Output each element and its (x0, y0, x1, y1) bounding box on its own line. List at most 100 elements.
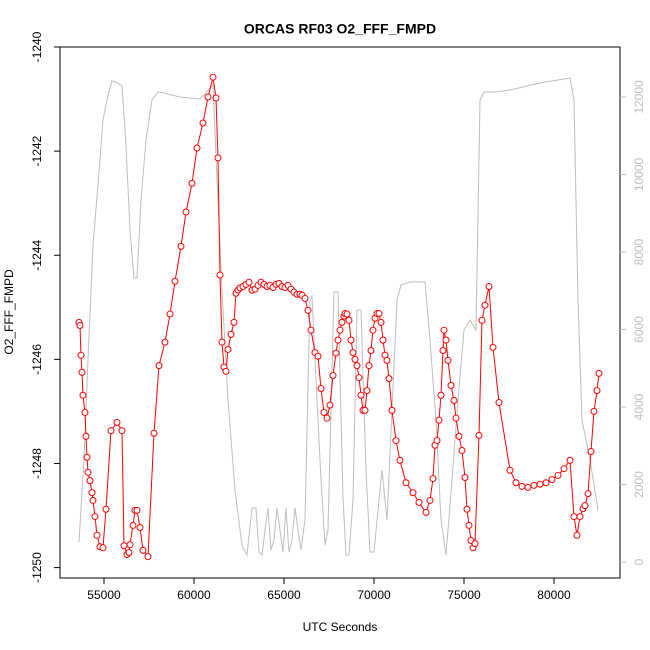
data-point (367, 347, 375, 355)
y-tick-label: -1248 (30, 448, 44, 479)
data-point (375, 310, 383, 318)
data-point (435, 416, 443, 424)
data-point (542, 479, 550, 487)
x-tick-label: 60000 (177, 588, 211, 602)
data-point (455, 432, 463, 440)
data-point (361, 406, 369, 414)
data-point (353, 362, 361, 370)
data-point (166, 310, 174, 318)
data-point (349, 349, 357, 357)
y2-tick-label: 8000 (632, 238, 646, 265)
data-point (212, 94, 220, 102)
data-point (245, 278, 253, 286)
data-point (334, 336, 342, 344)
data-point (377, 318, 385, 326)
y2-tick-label: 0 (632, 558, 646, 565)
data-point (388, 406, 396, 414)
data-point (150, 429, 158, 437)
data-point (193, 144, 201, 152)
data-point (336, 326, 344, 334)
data-point (506, 466, 514, 474)
data-point (573, 531, 581, 539)
data-point (587, 447, 595, 455)
data-point (442, 336, 450, 344)
data-point (118, 427, 126, 435)
data-point (345, 316, 353, 324)
data-point (478, 316, 486, 324)
data-point (489, 343, 497, 351)
data-point (485, 282, 493, 290)
x-axis-label: UTC Seconds (303, 620, 378, 634)
data-point (204, 93, 212, 101)
data-point (471, 540, 479, 548)
data-point (214, 154, 222, 162)
data-point (566, 456, 574, 464)
data-point (548, 476, 556, 484)
data-point (120, 542, 128, 550)
data-point (392, 437, 400, 445)
x-tick-label: 70000 (357, 588, 391, 602)
data-point (83, 453, 91, 461)
data-point (444, 356, 452, 364)
data-point (379, 336, 387, 344)
data-point (463, 505, 471, 513)
x-tick-label: 75000 (447, 588, 481, 602)
data-point (351, 355, 359, 363)
y-tick-label: -1244 (30, 240, 44, 271)
data-point (347, 336, 355, 344)
x-tick-label: 80000 (537, 588, 571, 602)
data-point (182, 208, 190, 216)
data-point (530, 481, 538, 489)
data-point (314, 352, 322, 360)
data-point (79, 391, 87, 399)
data-point (415, 499, 423, 507)
data-point (355, 374, 363, 382)
plot-box (59, 46, 621, 579)
data-point (81, 408, 89, 416)
data-point (93, 531, 101, 539)
data-point (440, 326, 448, 334)
data-point (439, 347, 447, 355)
data-point (161, 338, 169, 346)
x-tick-label: 65000 (267, 588, 301, 602)
data-point (133, 506, 141, 514)
y-tick-label: -1250 (30, 552, 44, 583)
data-point (76, 322, 84, 330)
data-point (218, 338, 226, 346)
data-point (458, 446, 466, 454)
data-point (209, 73, 217, 81)
data-point (332, 349, 340, 357)
data-point (426, 496, 434, 504)
data-point (409, 489, 417, 497)
y2-tick-label: 6000 (632, 316, 646, 343)
data-point (86, 477, 94, 485)
data-point (365, 362, 373, 370)
data-point (396, 456, 404, 464)
data-point (385, 375, 393, 383)
data-point (595, 369, 603, 377)
data-point (216, 271, 224, 279)
data-point (199, 119, 207, 127)
data-point (155, 362, 163, 370)
data-point (125, 548, 133, 556)
data-point (536, 480, 544, 488)
data-point (402, 479, 410, 487)
data-point (144, 553, 152, 561)
data-point (524, 483, 532, 491)
y-tick-label: -1246 (30, 344, 44, 375)
data-point (230, 318, 238, 326)
data-point (307, 326, 315, 334)
series-line (78, 77, 599, 557)
data-point (461, 474, 469, 482)
data-point (590, 407, 598, 415)
data-point (107, 427, 115, 435)
data-point (78, 368, 86, 376)
data-point (188, 179, 196, 187)
data-point (102, 505, 110, 513)
data-point (136, 524, 144, 532)
data-point (320, 408, 328, 416)
y2-tick-label: 12000 (632, 80, 646, 114)
y2-tick-label: 4000 (632, 393, 646, 420)
data-point (113, 418, 121, 426)
